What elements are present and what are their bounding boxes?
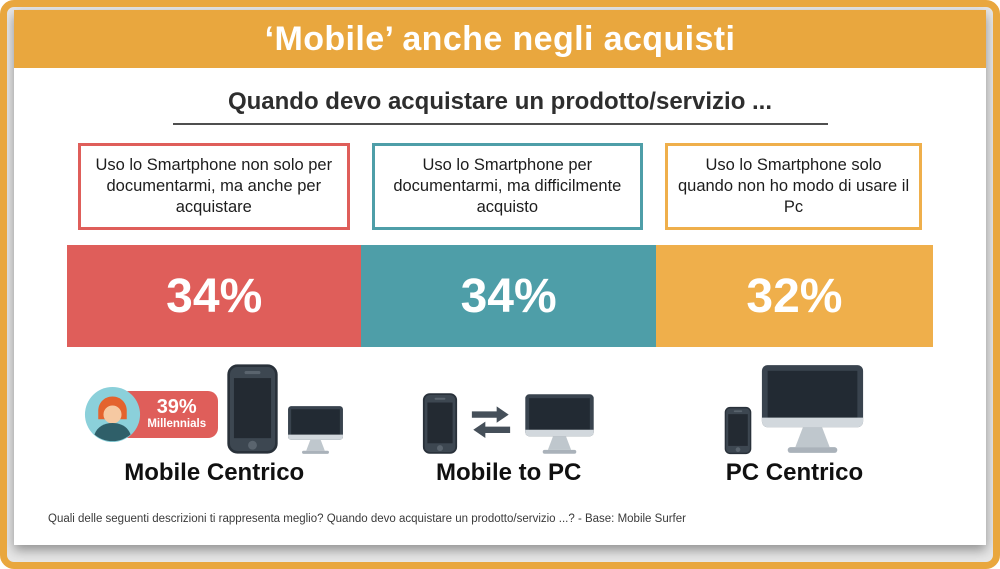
chart-content: Uso lo Smartphone non solo per documenta… [67, 143, 933, 487]
description-boxes-row: Uso lo Smartphone non solo per documenta… [67, 143, 933, 231]
bar-value-mobile-centrico: 34% [166, 269, 263, 323]
smartphone-small-icon [724, 406, 752, 455]
bar-mobile-to-pc: 34% [361, 245, 656, 348]
percentage-bars: 34% 34% 32% [67, 245, 933, 348]
bar-pc-centrico: 32% [655, 245, 933, 348]
description-box-mobile-to-pc: Uso lo Smartphone per documentarmi, ma d… [371, 143, 644, 231]
transfer-arrows-icon [468, 405, 514, 439]
icons-mobile-centrico: 39% Millennials [67, 355, 361, 455]
slide: ‘Mobile’ anche negli acquisti Quando dev… [14, 10, 986, 545]
category-label-mobile-centrico: Mobile Centrico [124, 459, 305, 487]
millennials-avatar-icon [84, 386, 141, 443]
subtitle-underline [172, 123, 828, 125]
smartphone-large-icon [226, 363, 279, 455]
category-label-mobile-to-pc: Mobile to PC [435, 459, 582, 487]
subtitle: Quando devo acquistare un prodotto/servi… [227, 88, 773, 115]
description-box-mobile-centrico: Uso lo Smartphone non solo per documenta… [78, 143, 350, 231]
bar-mobile-centrico: 34% [67, 245, 362, 348]
bar-value-mobile-to-pc: 34% [460, 269, 557, 323]
footnote: Quali delle seguenti descrizioni ti rapp… [48, 513, 686, 526]
desktop-icon [524, 393, 595, 455]
millennials-percentage: 39% [156, 396, 197, 419]
page-title: ‘Mobile’ anche negli acquisti [264, 19, 736, 58]
desktop-small-icon [287, 405, 344, 455]
millennials-annotation: 39% Millennials [84, 386, 219, 443]
icons-pc-centrico [656, 355, 933, 455]
millennials-label: Millennials [147, 418, 207, 431]
subtitle-block: Quando devo acquistare un prodotto/servi… [14, 88, 986, 125]
category-labels-row: Mobile Centrico Mobile to PC PC Centrico [67, 459, 933, 487]
device-icons-row: 39% Millennials [67, 355, 933, 455]
smartphone-icon [422, 392, 458, 455]
description-box-pc-centrico: Uso lo Smartphone solo quando non ho mod… [665, 143, 922, 231]
icons-mobile-to-pc [361, 355, 655, 455]
category-label-pc-centrico: PC Centrico [725, 459, 864, 487]
desktop-large-icon [760, 363, 865, 455]
bar-value-pc-centrico: 32% [746, 269, 843, 323]
title-banner: ‘Mobile’ anche negli acquisti [14, 10, 986, 68]
